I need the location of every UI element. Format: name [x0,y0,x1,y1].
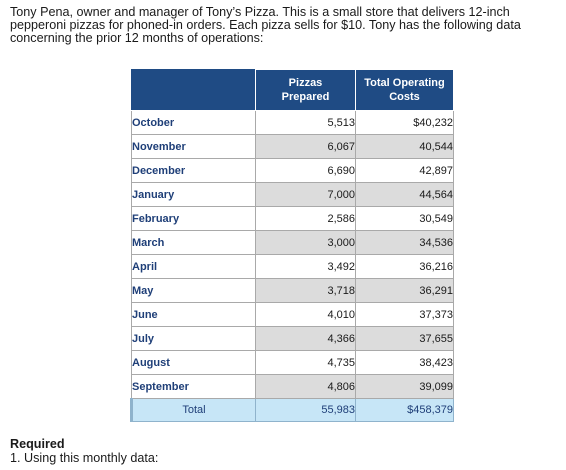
costs-cell: 37,655 [355,326,454,351]
intro-line-2: pepperoni pizzas for phoned-in orders. E… [10,18,521,33]
costs-cell: $40,232 [355,110,454,135]
intro-line-1: Tony Pena, owner and manager of Tony’s P… [10,5,510,19]
month-cell: May [131,278,256,303]
table-row: May 3,718 36,291 [131,278,454,303]
costs-header-line-2: Costs [389,91,420,103]
month-cell: August [131,350,256,375]
costs-cell: 37,373 [355,302,454,327]
costs-cell: 42,897 [355,158,454,183]
month-cell: February [131,206,256,231]
table-row: August 4,735 38,423 [131,350,454,375]
pizzas-cell: 2,586 [255,206,356,231]
costs-cell: 39,099 [355,374,454,399]
costs-cell: 34,536 [355,230,454,255]
pizzas-cell: 3,718 [255,278,356,303]
costs-header-line-1: Total Operating [364,77,445,89]
pizzas-header-line-2: Prepared [281,91,330,103]
pizzas-cell: 3,000 [255,230,356,255]
total-pizzas: 55,983 [255,398,356,422]
costs-cell: 44,564 [355,182,454,207]
table-header-row: Pizzas Prepared Total Operating Costs [131,69,454,111]
costs-cell: 38,423 [355,350,454,375]
table-row: February 2,586 30,549 [131,206,454,231]
table-row: November 6,067 40,544 [131,134,454,159]
pizzas-cell: 7,000 [255,182,356,207]
pizzas-cell: 6,690 [255,158,356,183]
problem-intro: Tony Pena, owner and manager of Tony’s P… [10,5,558,46]
costs-cell: 30,549 [355,206,454,231]
table-row: July 4,366 37,655 [131,326,454,351]
table-row: December 6,690 42,897 [131,158,454,183]
costs-cell: 36,216 [355,254,454,279]
total-operating-costs-header: Total Operating Costs [355,69,454,111]
table-row: June 4,010 37,373 [131,302,454,327]
month-header [131,69,256,111]
total-row: Total 55,983 $458,379 [130,398,454,422]
total-costs: $458,379 [355,398,454,422]
table-row: October 5,513 $40,232 [131,110,454,135]
required-item-1: 1. Using this monthly data: [10,451,159,465]
total-label: Total [130,398,256,422]
operations-table: Pizzas Prepared Total Operating Costs Oc… [130,69,454,422]
month-cell: October [131,110,256,135]
table-row: September 4,806 39,099 [131,374,454,399]
month-cell: July [131,326,256,351]
pizzas-cell: 4,010 [255,302,356,327]
month-cell: December [131,158,256,183]
month-cell: June [131,302,256,327]
table-row: April 3,492 36,216 [131,254,454,279]
month-cell: November [131,134,256,159]
costs-cell: 36,291 [355,278,454,303]
intro-line-3: concerning the prior 12 months of operat… [10,31,264,46]
pizzas-cell: 5,513 [255,110,356,135]
month-cell: September [131,374,256,399]
pizzas-cell: 4,806 [255,374,356,399]
costs-cell: 40,544 [355,134,454,159]
pizzas-cell: 3,492 [255,254,356,279]
table-row: January 7,000 44,564 [131,182,454,207]
table-row: March 3,000 34,536 [131,230,454,255]
pizzas-cell: 4,366 [255,326,356,351]
pizzas-cell: 4,735 [255,350,356,375]
month-cell: April [131,254,256,279]
required-heading: Required [10,437,65,451]
pizzas-cell: 6,067 [255,134,356,159]
month-cell: March [131,230,256,255]
pizzas-prepared-header: Pizzas Prepared [255,69,356,111]
month-cell: January [131,182,256,207]
pizzas-header-line-1: Pizzas [288,77,323,89]
